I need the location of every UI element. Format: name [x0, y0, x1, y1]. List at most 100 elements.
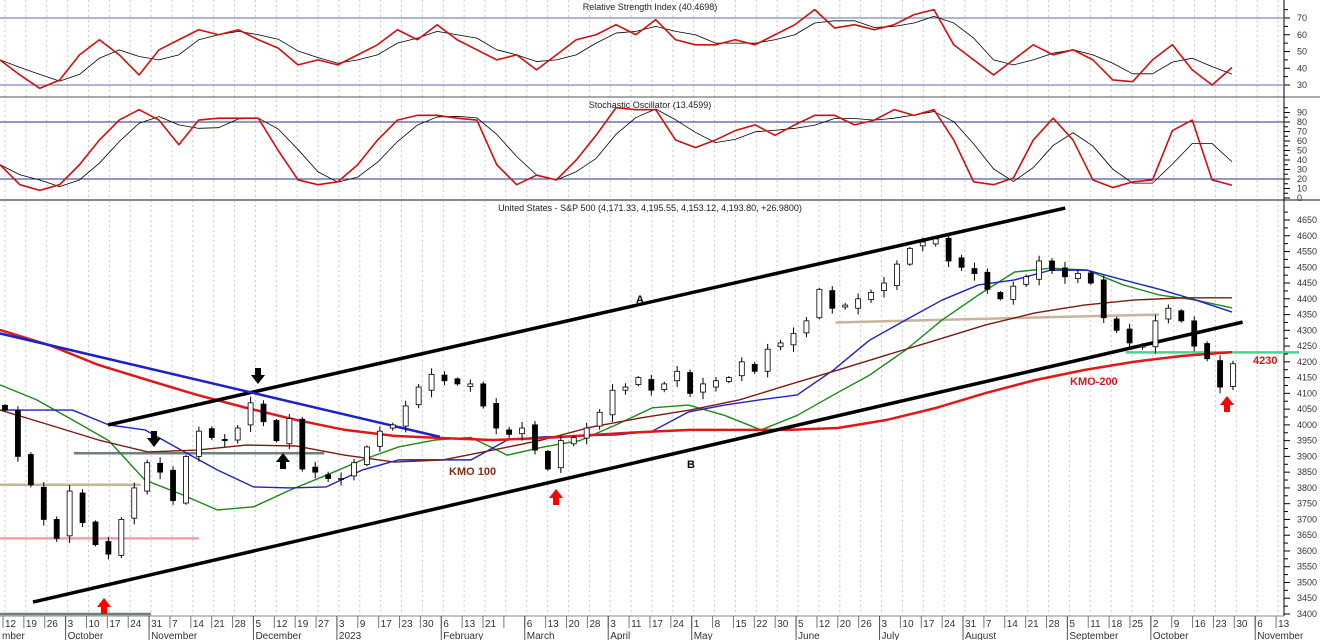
x-axis-tick-label: 10 [88, 619, 100, 630]
x-axis-tick-label: 3 [68, 619, 74, 630]
candle [183, 454, 189, 505]
candle-body-down [170, 469, 176, 501]
up-arrow-icon [1220, 396, 1234, 412]
candle-body-up [932, 238, 939, 245]
x-axis-tick-label: 13 [1278, 619, 1290, 630]
candle-body-down [2, 404, 8, 411]
x-axis-tick-label: 16 [1195, 619, 1207, 630]
candle-body-down [751, 363, 758, 372]
candle-body-down [1100, 279, 1107, 319]
candle [195, 426, 202, 462]
candle [738, 357, 745, 382]
candle-body-down [1204, 343, 1211, 360]
candle [557, 436, 564, 474]
price-axis-tick-label: 3850 [1297, 467, 1317, 477]
x-axis-month-label: May [694, 631, 713, 640]
candle [157, 457, 164, 480]
candle [1113, 316, 1120, 333]
candle [790, 327, 797, 352]
candle-body-down [27, 454, 34, 486]
candle [2, 403, 8, 412]
candle [1049, 257, 1055, 274]
candle [777, 339, 784, 351]
candle-body-up [738, 361, 745, 377]
stoch-axis-tick-label: 60 [1297, 136, 1307, 146]
candle-body-down [53, 519, 60, 539]
candle-body-down [208, 428, 215, 438]
candle [583, 422, 590, 445]
candle-body-up [389, 424, 396, 429]
up-arrow-icon [276, 453, 290, 469]
candle-body-up [428, 374, 435, 391]
x-axis-tick-label: 7 [172, 619, 178, 630]
candle [170, 466, 176, 505]
candle [105, 536, 112, 560]
x-axis-tick-label: 31 [151, 619, 163, 630]
x-axis-month-label: 2023 [339, 631, 362, 640]
candle-body-up [234, 427, 241, 441]
candle [868, 289, 874, 303]
x-axis-tick-label: 30 [422, 619, 434, 630]
level-4230-label: 4230 [1253, 355, 1277, 367]
candle-body-up [519, 427, 525, 435]
moving-average-kmo-100 [0, 297, 1232, 463]
candle [713, 376, 719, 392]
x-axis-tick-label: 23 [1215, 619, 1227, 630]
x-axis-tick-label: 2 [1153, 619, 1159, 630]
candle-body-down [532, 424, 538, 451]
candle-body-up [622, 386, 629, 391]
rsi-axis-tick-label: 40 [1297, 63, 1307, 73]
x-axis-tick-label: 17 [923, 619, 935, 630]
candle-body-up [144, 462, 151, 492]
x-axis-month-label: June [798, 631, 820, 640]
rsi-axis-tick-label: 30 [1297, 80, 1307, 90]
candle [1010, 281, 1017, 305]
candle [118, 517, 125, 559]
price-axis-tick-label: 3550 [1297, 562, 1317, 572]
candle [467, 379, 474, 392]
candle-body-up [674, 370, 681, 382]
stoch-title: Stochastic Oscillator (13.4599) [589, 100, 712, 110]
x-axis-tick-label: 1 [694, 619, 700, 630]
price-axis-tick-label: 4600 [1297, 231, 1317, 241]
candle [402, 400, 409, 433]
candle-body-up [803, 320, 810, 334]
x-axis-tick-label: 17 [381, 619, 393, 630]
candle [829, 286, 836, 314]
price-axis-tick-label: 4100 [1297, 388, 1317, 398]
x-axis-tick-label: 3 [610, 619, 616, 630]
price-axis-tick-label: 4300 [1297, 325, 1317, 335]
candle-body-down [1087, 272, 1094, 284]
candle-body-up [183, 455, 189, 504]
x-axis-tick-label: 19 [26, 619, 38, 630]
x-axis-tick-label: 6 [443, 619, 449, 630]
candle-body-up [286, 418, 293, 445]
candle [700, 377, 706, 400]
candle-body-down [92, 521, 99, 546]
candle [1191, 316, 1198, 352]
stoch-k-line [0, 106, 1233, 192]
candle [596, 409, 603, 430]
x-axis-tick-label: 9 [1174, 619, 1180, 630]
candle [454, 377, 461, 386]
candle-body-down [1126, 328, 1133, 344]
candle [1100, 275, 1107, 324]
candle-body-up [868, 292, 874, 300]
price-axis-tick-label: 3700 [1297, 514, 1317, 524]
candle [855, 293, 862, 315]
x-axis-tick-label: 8 [715, 619, 721, 630]
candle-body-down [40, 486, 47, 520]
x-axis-tick-label: 7 [986, 619, 992, 630]
candle [364, 445, 370, 467]
candle-body-up [131, 487, 138, 519]
candle-body-down [829, 290, 836, 309]
candle-body-down [260, 403, 267, 423]
x-axis-tick-label: 9 [360, 619, 366, 630]
x-axis-tick-label: 20 [840, 619, 852, 630]
candle-body-down [687, 372, 693, 394]
x-axis-tick-label: 28 [589, 619, 601, 630]
x-axis-tick-label: 27 [318, 619, 330, 630]
x-axis-tick-label: 22 [756, 619, 768, 630]
candle [260, 400, 267, 427]
candle-body-up [1023, 276, 1030, 285]
